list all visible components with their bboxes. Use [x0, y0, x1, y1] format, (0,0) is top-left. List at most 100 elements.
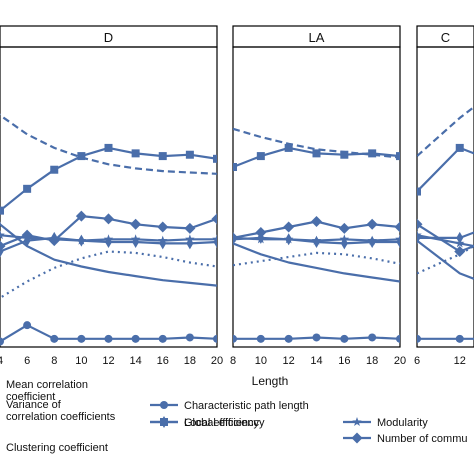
point-number_comm	[417, 218, 423, 230]
point-local_eff	[396, 152, 400, 161]
point-modularity	[22, 232, 32, 242]
legend-marker	[160, 401, 168, 409]
point-char_path	[284, 334, 293, 343]
point-global_eff	[0, 245, 4, 258]
point-number_comm	[211, 213, 217, 225]
point-local_eff	[368, 149, 377, 158]
x-tick-label: 6	[414, 355, 420, 367]
point-number_comm	[338, 222, 350, 234]
legend-item-clustering: Clustering coefficient	[6, 442, 108, 454]
point-local_eff	[312, 149, 321, 158]
point-modularity	[157, 235, 168, 245]
point-modularity	[283, 234, 294, 244]
point-char_path	[185, 333, 194, 342]
x-tick-label: 8	[51, 355, 57, 367]
legend-label: Number of commu	[377, 433, 467, 445]
point-local_eff	[50, 165, 59, 174]
point-number_comm	[311, 216, 322, 228]
panel-d: D 4 6 8 10 12 14 16 18 20	[0, 25, 223, 367]
point-local_eff	[233, 163, 237, 171]
point-modularity	[49, 234, 60, 244]
point-local_eff	[340, 150, 349, 159]
point-number_comm	[454, 246, 466, 258]
legend-item-modularity: Modularity	[343, 417, 428, 429]
panel-frame	[0, 46, 218, 348]
legend-label: Characteristic path length	[184, 400, 309, 412]
legend-label: correlation coefficients	[6, 411, 116, 423]
point-modularity	[339, 234, 350, 244]
point-number_comm	[157, 221, 169, 233]
legend-label: Variance of	[6, 399, 62, 411]
legend-label: Modularity	[377, 417, 428, 429]
point-local_eff	[213, 154, 217, 163]
series-group	[233, 127, 400, 343]
x-tick-label: 10	[255, 355, 267, 367]
series-line-mean_corr	[417, 106, 474, 157]
x-tick-label: 8	[230, 355, 236, 367]
point-char_path	[233, 334, 237, 343]
x-tick-label: 16	[157, 355, 169, 367]
point-number_comm	[394, 221, 400, 233]
point-char_path	[213, 334, 217, 343]
legend-item-char_path: Characteristic path length	[150, 400, 309, 412]
legend-label: Global efficiency	[184, 417, 265, 429]
series-line-local_eff	[0, 146, 217, 212]
panel-title: LA	[309, 30, 325, 45]
x-tick-label: 6	[24, 355, 30, 367]
x-tick-label: 20	[211, 355, 223, 367]
panel-c: C 6 12	[414, 25, 474, 367]
point-local_eff	[455, 143, 464, 152]
legend-item-local_eff: Local efficiency	[150, 417, 260, 429]
point-number_comm	[130, 218, 142, 230]
point-local_eff	[284, 143, 293, 152]
point-modularity	[454, 238, 465, 248]
x-tick-label: 14	[310, 355, 322, 367]
point-modularity	[417, 230, 422, 240]
point-modularity	[185, 234, 195, 244]
panel-frame	[416, 46, 474, 348]
point-number_comm	[184, 222, 196, 234]
series-group	[0, 113, 217, 346]
point-number_comm	[75, 210, 87, 222]
point-local_eff	[77, 152, 86, 161]
series-line-clustering	[233, 251, 400, 267]
point-local_eff	[104, 143, 113, 152]
x-tick-label: 12	[283, 355, 295, 367]
point-char_path	[77, 334, 86, 343]
point-number_comm	[103, 213, 114, 225]
point-local_eff	[256, 152, 265, 161]
x-tick-label: 10	[75, 355, 87, 367]
point-char_path	[455, 334, 464, 343]
point-char_path	[417, 334, 421, 343]
point-local_eff	[158, 152, 167, 161]
x-tick-label: 4	[0, 355, 3, 367]
point-local_eff	[23, 184, 32, 193]
point-char_path	[340, 334, 349, 343]
series-line-variance	[417, 239, 474, 280]
legend-label: Local efficiency	[184, 417, 260, 429]
panel-title: D	[104, 30, 113, 45]
legend-marker	[351, 432, 363, 444]
point-modularity	[311, 235, 322, 245]
point-modularity	[212, 234, 217, 244]
point-modularity	[395, 234, 400, 244]
point-modularity	[256, 234, 266, 244]
x-tick-label: 18	[366, 355, 378, 367]
point-char_path	[23, 321, 32, 330]
point-modularity	[0, 230, 5, 240]
series-line-mean_corr	[0, 113, 217, 175]
x-tick-label: 12	[454, 355, 466, 367]
chart-panels: D 4 6 8 10 12 14 16 18 20 LA 8 10 12 14 16 18 20 C 6 12	[0, 25, 474, 367]
series-line-number_comm	[0, 215, 217, 248]
point-local_eff	[131, 149, 140, 158]
point-local_eff	[185, 150, 194, 159]
point-char_path	[396, 334, 400, 343]
point-char_path	[256, 334, 265, 343]
legend-label: coefficient	[6, 391, 55, 403]
series-line-mean_corr	[233, 127, 400, 159]
point-modularity	[367, 235, 377, 245]
point-char_path	[312, 333, 321, 342]
